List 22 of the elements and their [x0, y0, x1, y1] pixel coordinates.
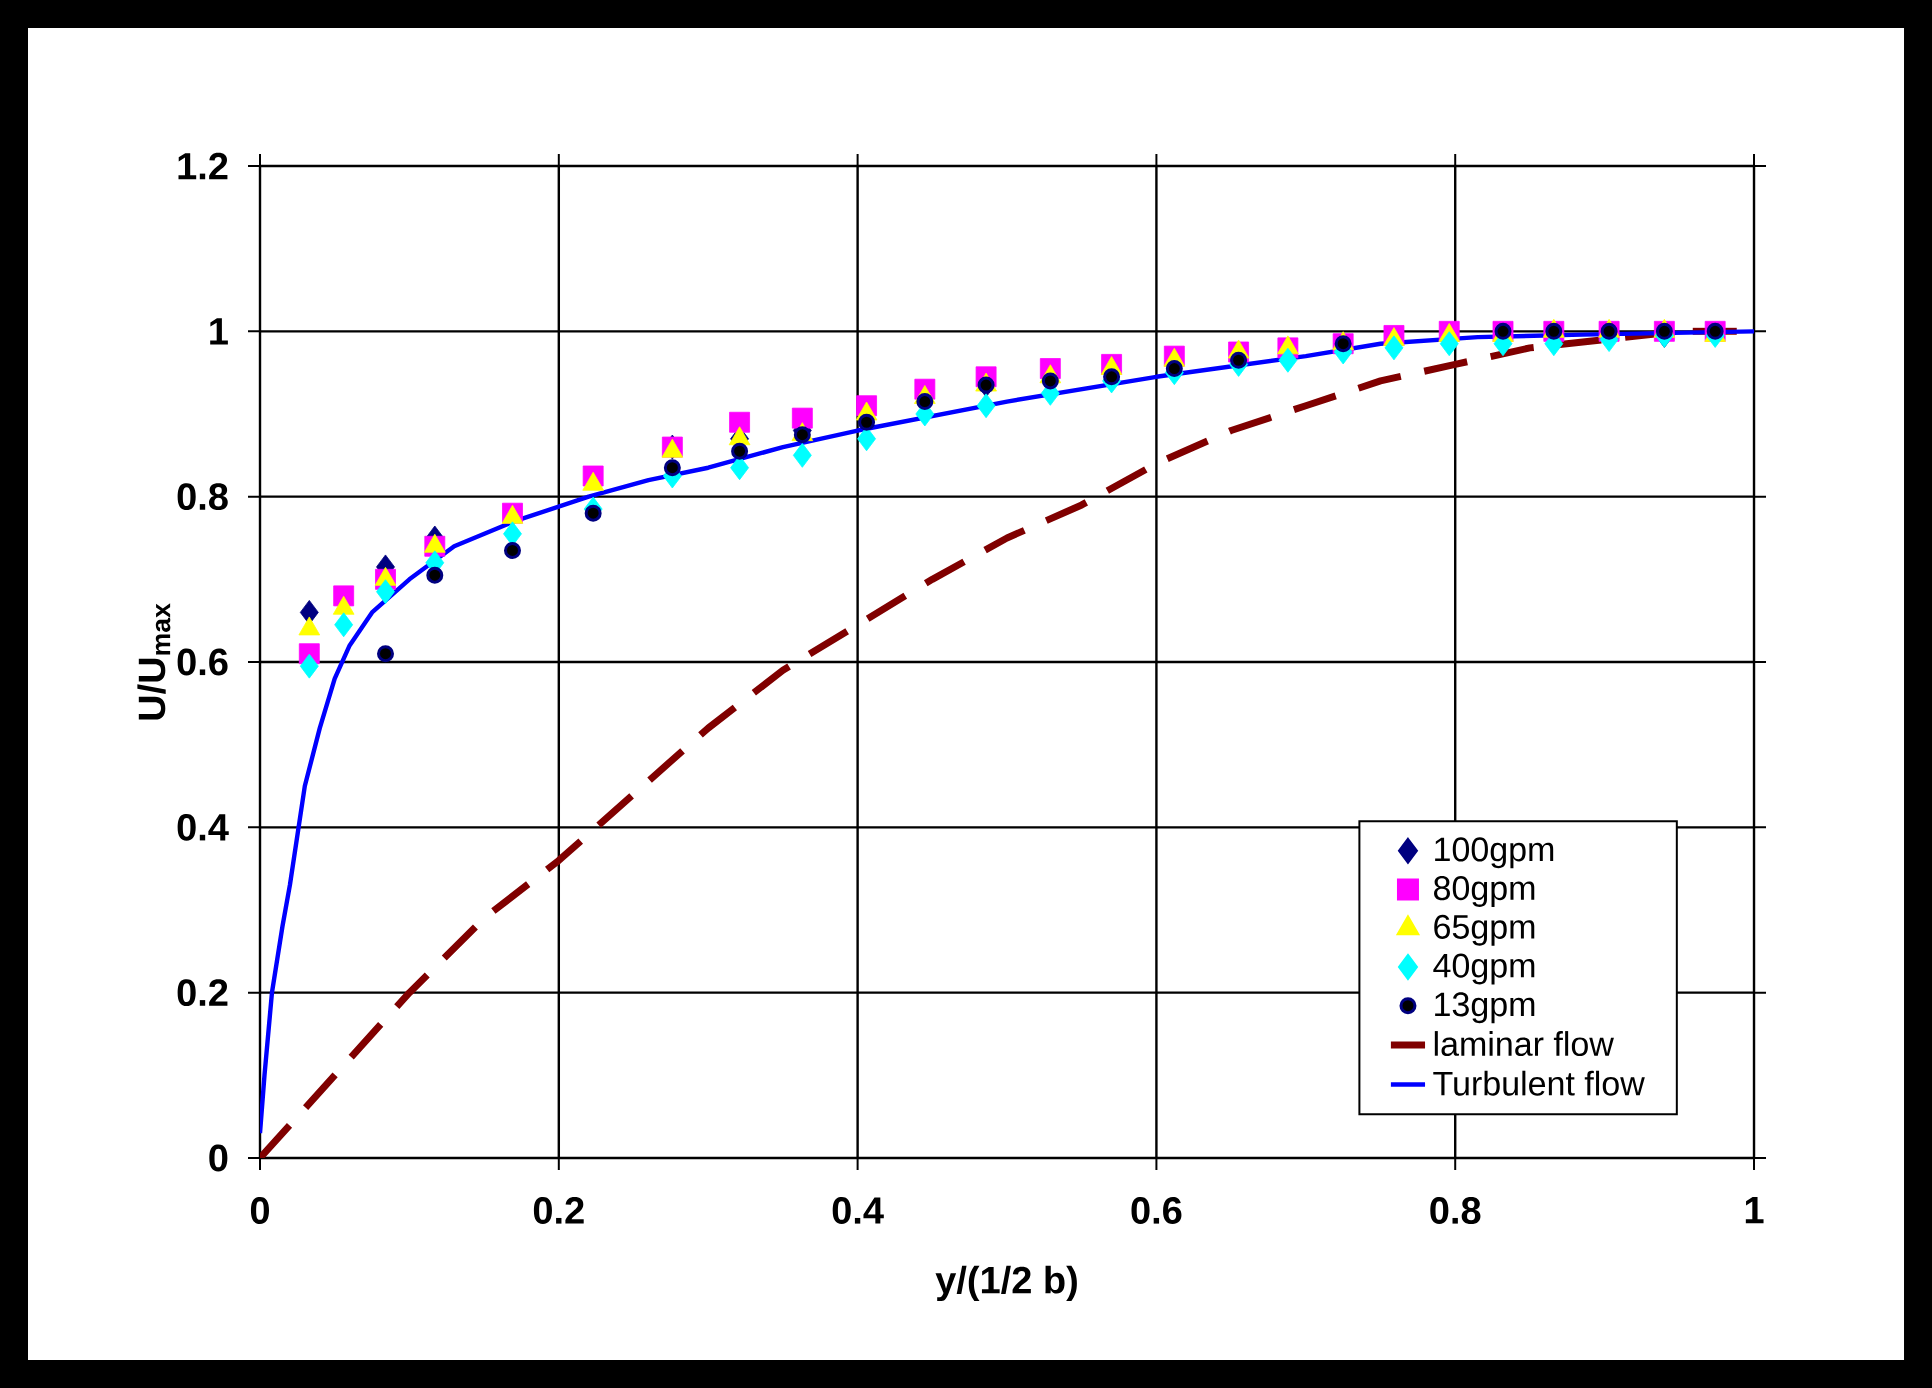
x-tick-label: 0.2 — [533, 1197, 584, 1224]
y-tick-label: 1 — [210, 318, 228, 345]
y-tick-label: 0 — [209, 1144, 228, 1172]
x-tick-label: 0.6 — [1131, 1197, 1182, 1224]
legend-label: 100gpm — [1435, 837, 1554, 869]
y-tick-label: 0.6 — [177, 648, 228, 676]
legend-label: laminar flow — [1434, 1031, 1614, 1057]
y-tick-label: 0.8 — [177, 483, 228, 511]
legend-label: 80gpm — [1434, 876, 1535, 907]
y-tick-label: 1.2 — [178, 152, 228, 180]
y-tick-label: 0.4 — [177, 813, 229, 841]
y-tick-label: 0.2 — [177, 979, 228, 1007]
y-axis-title: U/U$_{max}$ — [137, 603, 171, 720]
x-axis-title: y/(1/2 b) — [935, 1265, 1077, 1302]
legend-label: Turbulent flow — [1433, 1070, 1645, 1096]
legend-label: 40gpm — [1433, 953, 1535, 985]
x-tick-label: 0 — [250, 1197, 270, 1224]
x-tick-label: 0.8 — [1430, 1197, 1481, 1224]
x-tick-label: 1 — [1745, 1197, 1764, 1224]
legend-label: 13gpm — [1435, 992, 1535, 1024]
x-tick-label: 0.4 — [832, 1197, 884, 1224]
legend-label: 65gpm — [1434, 914, 1535, 946]
